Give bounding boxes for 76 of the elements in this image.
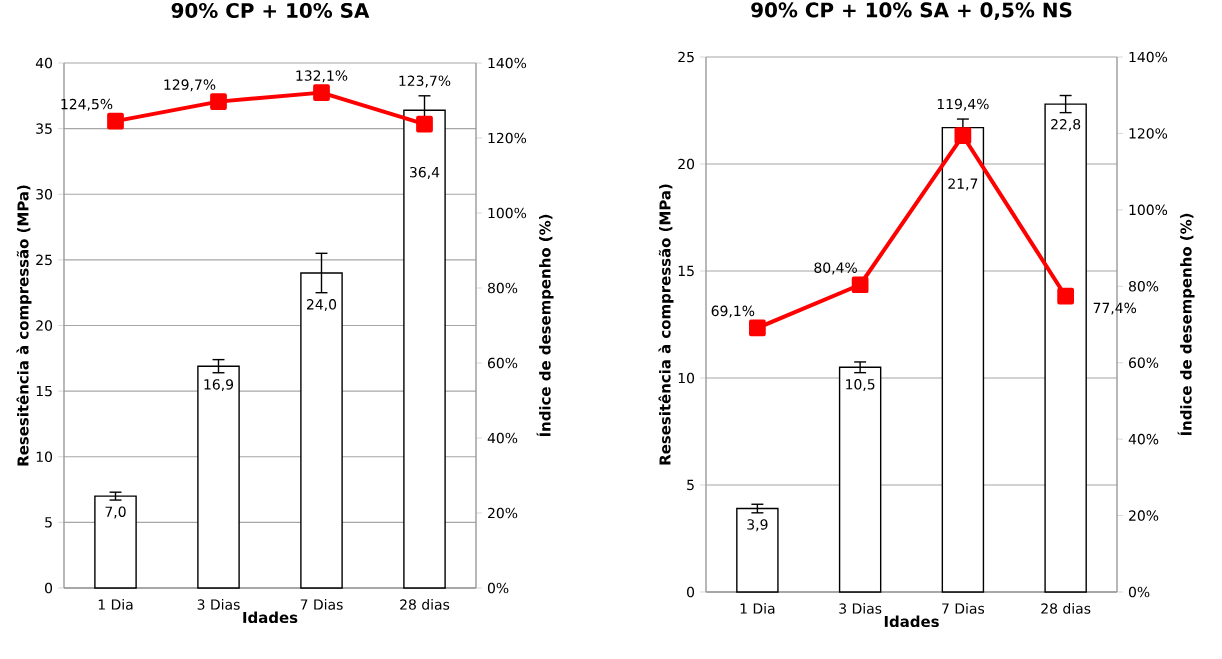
data-label: 119,4%	[937, 98, 989, 111]
data-label: 7,0	[105, 506, 126, 519]
data-label: 24,0	[307, 299, 337, 312]
data-label: 22,8	[1051, 119, 1081, 131]
y-tick-label: 40	[35, 57, 53, 69]
y-tick-label: 15	[36, 385, 52, 397]
x-tick-label: 7 Dias	[300, 599, 343, 610]
y2-tick-label: 80%	[1128, 281, 1159, 292]
data-label: 129,7%	[164, 79, 216, 92]
x-axis-title: Idades	[243, 611, 298, 624]
bar	[736, 507, 779, 593]
y2-axis-title: Índice de desempenho (%)	[1177, 213, 1195, 436]
x-axis-title: Idades	[884, 615, 939, 628]
y2-tick-label: 0%	[1128, 586, 1150, 598]
chart-title: 90% CP + 10% SA + 0,5% NS	[751, 2, 1072, 20]
y2-tick-label: 140%	[488, 57, 527, 69]
point	[749, 319, 766, 337]
x-tick-label: 3 Dias	[839, 603, 882, 614]
point	[210, 93, 227, 110]
y-tick-label: 5	[45, 517, 52, 528]
y2-tick-label: 140%	[1129, 51, 1168, 63]
y-tick-label: 15	[678, 265, 694, 277]
bar	[403, 109, 446, 589]
x-tick-label: 28 dias	[400, 599, 450, 610]
y-axis-title: Resesitência à compressão (MPa)	[658, 184, 674, 465]
x-tick-label: 1 Dia	[740, 603, 775, 614]
y-tick-label: 35	[36, 123, 52, 134]
y2-tick-label: 60%	[487, 357, 518, 369]
y2-tick-label: 20%	[1129, 510, 1159, 521]
y2-tick-label: 20%	[488, 507, 518, 519]
y2-tick-label: 120%	[488, 132, 527, 144]
point	[1057, 287, 1075, 305]
y-tick-label: 0	[687, 586, 695, 598]
x-tick-label: 28 dias	[1041, 603, 1091, 614]
data-label: 16,9	[204, 379, 234, 392]
y2-axis-title: Índice de desempenho (%)	[536, 214, 554, 437]
x-tick-label: 3 Dias	[197, 599, 240, 610]
y-tick-label: 5	[687, 479, 694, 491]
point	[313, 84, 330, 101]
chart-title: 90% CP + 10% SA	[171, 2, 370, 18]
point	[107, 112, 124, 130]
data-label: 80,4%	[814, 262, 857, 275]
y2-tick-label: 100%	[488, 207, 527, 219]
data-label: 132,1%	[296, 70, 348, 83]
data-label: 77,4%	[1093, 302, 1137, 315]
bar	[94, 495, 137, 589]
data-label: 69,1%	[711, 305, 755, 318]
data-label: 124,5%	[61, 98, 113, 111]
y2-tick-label: 80%	[487, 282, 518, 294]
bar	[838, 366, 882, 593]
y-tick-label: 10	[678, 372, 695, 384]
y-tick-label: 30	[36, 188, 53, 200]
y-axis-title: Resesitência à compressão (MPa)	[16, 185, 32, 466]
data-label: 10,5	[846, 379, 875, 391]
y2-tick-label: 120%	[1129, 128, 1168, 139]
data-label: 123,7%	[399, 75, 451, 88]
data-label: 3,9	[747, 519, 768, 532]
x-tick-label: 1 Dia	[98, 599, 133, 610]
point	[851, 276, 869, 294]
x-tick-label: 7 Dias	[942, 603, 985, 614]
bar	[941, 126, 985, 593]
y-tick-label: 25	[678, 51, 694, 63]
y2-tick-label: 0%	[487, 582, 509, 594]
point	[954, 127, 972, 145]
y-tick-label: 25	[36, 254, 52, 266]
y-tick-label: 10	[36, 451, 53, 463]
point	[416, 115, 433, 133]
data-label: 36,4	[410, 166, 440, 179]
y2-tick-label: 40%	[1128, 433, 1159, 445]
y-tick-label: 20	[36, 320, 53, 331]
y2-tick-label: 60%	[1129, 357, 1159, 368]
y-tick-label: 20	[678, 158, 695, 170]
y2-tick-label: 40%	[487, 432, 518, 444]
y2-tick-label: 100%	[1129, 204, 1168, 216]
data-label: 21,7	[948, 178, 978, 191]
y-tick-label: 0	[45, 582, 53, 594]
